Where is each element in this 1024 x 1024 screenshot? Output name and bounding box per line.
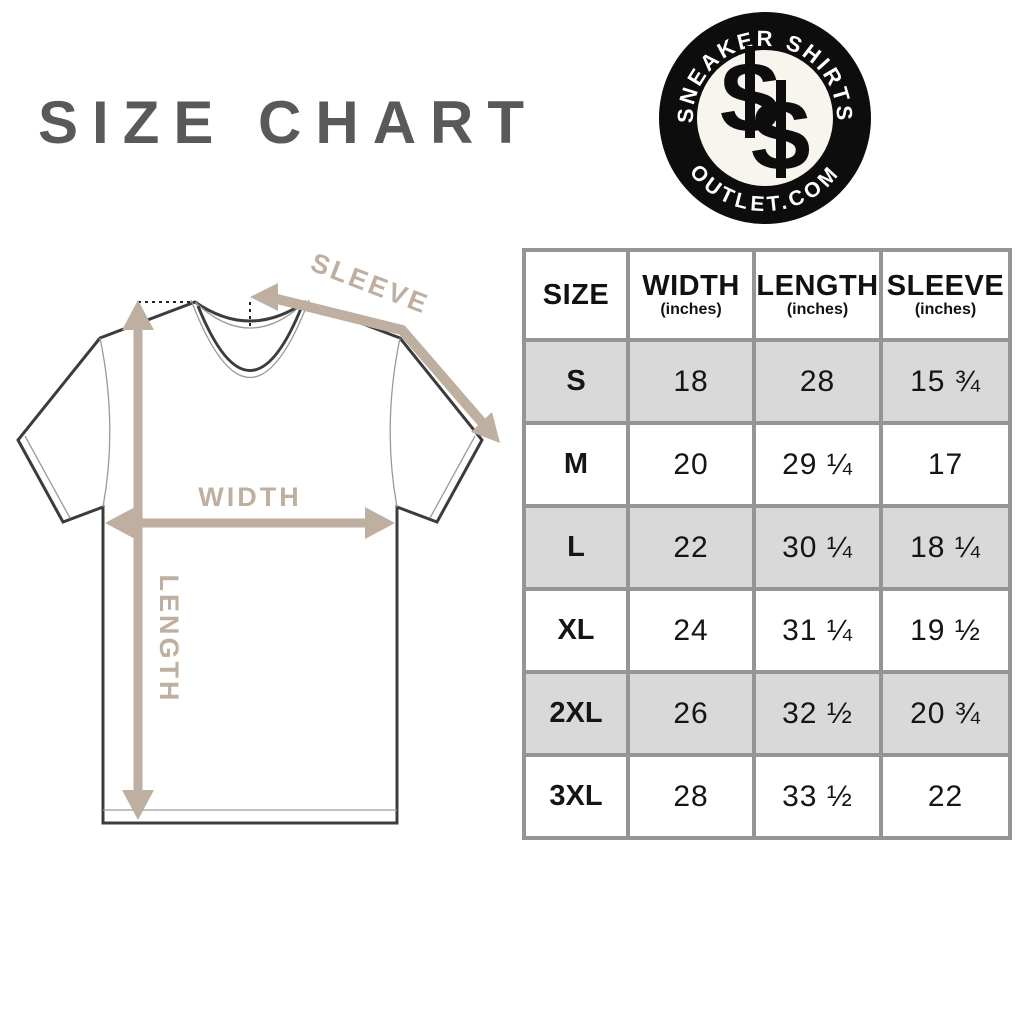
length-arrow [122,300,154,820]
cell-size: 2XL [522,670,630,757]
length-label: LENGTH [154,575,184,704]
brand-logo: SNEAKER SHIRTS OUTLET.COM S S [659,12,871,224]
cell-width: 20 [626,421,756,508]
cell-length: 31 ¼ [752,587,883,674]
header-sleeve-label: SLEEVE [886,270,1005,303]
table-row: M 20 29 ¼ 17 [522,421,1012,508]
table-row: 3XL 28 33 ½ 22 [522,753,1012,840]
cell-width: 22 [626,504,756,591]
collar-back-line [194,301,306,329]
tshirt-diagram: WIDTH LENGTH SLEEVE [16,247,500,825]
monogram-s2: S [749,83,812,189]
cell-size: L [522,504,630,591]
cell-width: 18 [626,338,756,425]
monogram-s1: S [718,45,781,151]
collar-front-line [196,305,304,372]
header-width-label: WIDTH [642,270,740,303]
cell-length: 28 [752,338,883,425]
width-arrow [105,507,395,539]
cuff-right-stitch [429,435,476,519]
cell-length: 32 ½ [752,670,883,757]
cell-sleeve: 15 ¾ [879,338,1012,425]
table-header-row: SIZE WIDTH (inches) LENGTH (inches) SLEEVE… [522,248,1012,342]
header-sleeve-sub: (inches) [914,300,977,318]
sleeve-arrow [250,283,500,443]
header-sleeve: SLEEVE (inches) [879,248,1012,342]
cell-length: 33 ½ [752,753,883,840]
cell-sleeve: 20 ¾ [879,670,1012,757]
cell-length: 30 ¼ [752,504,883,591]
cell-width: 28 [626,753,756,840]
logo-inner-circle [697,50,833,186]
table-row: 2XL 26 32 ½ 20 ¾ [522,670,1012,757]
table-row: S 18 28 15 ¾ [522,338,1012,425]
page-title: SIZE CHART [38,89,538,156]
cell-size: M [522,421,630,508]
header-length: LENGTH (inches) [752,248,883,342]
table-row: XL 24 31 ¼ 19 ½ [522,587,1012,674]
size-table: SIZE WIDTH (inches) LENGTH (inches) SLEEVE… [522,248,1012,840]
cell-size: XL [522,587,630,674]
cell-size: 3XL [522,753,630,840]
armhole-right-seam [389,337,401,508]
header-length-label: LENGTH [756,270,879,303]
table-row: L 22 30 ¼ 18 ¼ [522,504,1012,591]
cell-width: 26 [626,670,756,757]
header-width: WIDTH (inches) [626,248,756,342]
cell-sleeve: 17 [879,421,1012,508]
size-table-container: SIZE WIDTH (inches) LENGTH (inches) SLEEVE… [522,248,1012,840]
header-length-sub: (inches) [786,300,849,318]
cell-length: 29 ¼ [752,421,883,508]
cell-sleeve: 22 [879,753,1012,840]
collar-rib-line [190,299,310,378]
cell-sleeve: 18 ¼ [879,504,1012,591]
header-width-sub: (inches) [660,300,722,318]
cell-size: S [522,338,630,425]
logo-monogram: S S [718,45,812,189]
header-size: SIZE [522,248,630,342]
armhole-left-seam [99,337,111,508]
tshirt-outline [16,300,484,825]
width-label: WIDTH [198,482,301,512]
cell-width: 24 [626,587,756,674]
header-size-label: SIZE [542,278,610,311]
cell-sleeve: 19 ½ [879,587,1012,674]
cuff-left-stitch [24,435,71,519]
